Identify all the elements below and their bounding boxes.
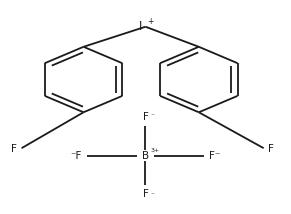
- Text: F: F: [11, 144, 17, 154]
- Text: 3+: 3+: [151, 148, 160, 153]
- Text: F: F: [268, 144, 274, 154]
- Text: +: +: [147, 17, 153, 26]
- Text: B: B: [142, 151, 149, 160]
- Text: ⁻: ⁻: [150, 112, 154, 121]
- Text: ⁻F: ⁻F: [71, 151, 82, 160]
- Text: F⁻: F⁻: [209, 151, 220, 160]
- Text: ⁻: ⁻: [150, 190, 154, 199]
- Text: F: F: [143, 112, 148, 122]
- Text: F: F: [143, 189, 148, 199]
- Text: I: I: [139, 20, 143, 33]
